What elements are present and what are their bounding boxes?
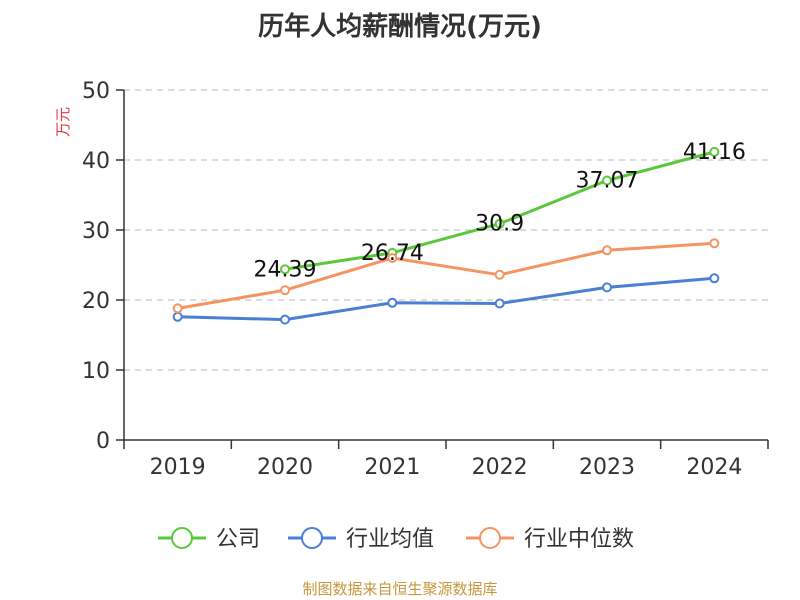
series-line-2 <box>177 241 715 310</box>
legend-item-0[interactable]: 公司 <box>158 527 260 552</box>
legend-label: 行业中位数 <box>524 527 634 552</box>
data-label: 37.07 <box>576 169 639 194</box>
data-point[interactable] <box>602 175 612 186</box>
x-tick-label: 2024 <box>686 455 742 480</box>
data-point[interactable] <box>709 238 720 249</box>
x-tick-label: 2019 <box>150 455 206 480</box>
y-tick-label: 50 <box>82 79 110 104</box>
data-point[interactable] <box>172 311 183 322</box>
data-point[interactable] <box>387 297 398 308</box>
legend-marker <box>301 527 323 549</box>
data-point[interactable] <box>494 269 505 280</box>
data-point[interactable] <box>602 282 612 293</box>
data-label: 26.74 <box>361 241 424 266</box>
data-point[interactable] <box>387 253 398 263</box>
data-point[interactable] <box>280 285 290 296</box>
y-axis-title: 万元 <box>54 107 72 137</box>
data-label: 30.9 <box>475 212 524 237</box>
data-point[interactable] <box>172 303 183 314</box>
data-point[interactable] <box>709 146 720 157</box>
legend-item-1[interactable]: 行业均值 <box>288 527 434 552</box>
legend-label: 公司 <box>216 527 260 552</box>
data-point[interactable] <box>494 298 505 309</box>
series-line-0 <box>284 150 715 271</box>
source-note: 制图数据来自恒生聚源数据库 <box>302 580 498 598</box>
series-line-1 <box>177 276 715 322</box>
y-tick-label: 20 <box>82 289 110 314</box>
y-tick-label: 0 <box>96 429 110 454</box>
y-tick-label: 40 <box>82 149 110 174</box>
chart-title: 历年人均薪酬情况(万元) <box>258 12 542 42</box>
y-tick-label: 10 <box>82 359 110 384</box>
legend-item-2[interactable]: 行业中位数 <box>466 527 634 552</box>
data-label: 41.16 <box>683 140 746 165</box>
data-point[interactable] <box>602 245 612 256</box>
legend-marker <box>479 527 501 549</box>
legend-marker <box>171 527 193 549</box>
x-tick-label: 2020 <box>257 455 313 480</box>
data-point[interactable] <box>494 218 505 229</box>
x-tick-label: 2022 <box>472 455 528 480</box>
data-point[interactable] <box>280 264 290 275</box>
y-tick-label: 30 <box>82 219 110 244</box>
data-label: 24.39 <box>254 257 317 282</box>
legend-label: 行业均值 <box>346 527 434 552</box>
x-tick-label: 2023 <box>579 455 635 480</box>
data-point[interactable] <box>709 273 720 284</box>
data-point[interactable] <box>280 314 290 325</box>
x-tick-label: 2021 <box>364 455 420 480</box>
